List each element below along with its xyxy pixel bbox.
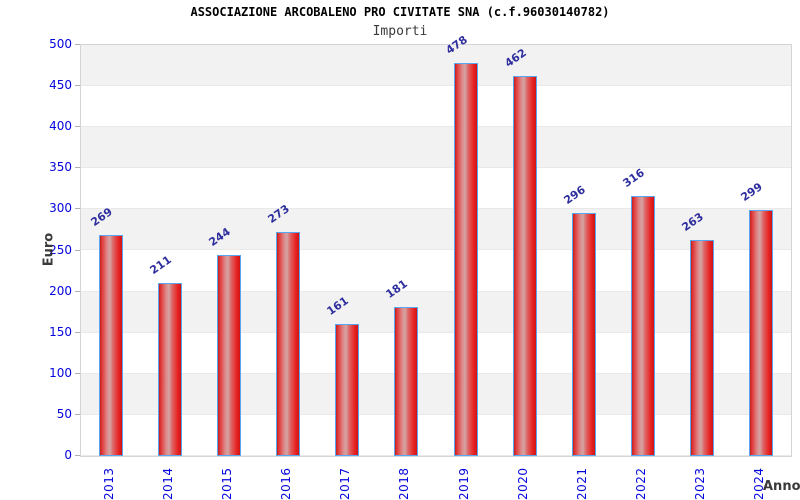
- y-tick-label: 250: [49, 242, 72, 257]
- plot-band: [81, 332, 791, 374]
- y-tick-label: 0: [64, 448, 72, 462]
- y-axis-title: Euro: [41, 232, 57, 267]
- bar: [394, 307, 419, 456]
- y-tick-label: 400: [49, 119, 72, 134]
- x-tick-label: 2019: [456, 467, 471, 500]
- y-tick-mark: [75, 85, 80, 87]
- x-tick-label: 2021: [574, 467, 589, 500]
- bar: [276, 231, 301, 456]
- bar: [512, 76, 537, 456]
- x-tick-label: 2020: [515, 467, 530, 500]
- x-tick-label: 2017: [338, 467, 353, 500]
- y-tick-label: 200: [49, 283, 72, 298]
- bar: [453, 63, 478, 456]
- plot-band: [81, 86, 791, 128]
- y-tick-label: 100: [49, 365, 72, 380]
- y-tick-mark: [75, 372, 80, 374]
- bar: [157, 282, 182, 456]
- plot-band: [81, 45, 791, 87]
- bar: [749, 210, 774, 456]
- x-tick-label: 2013: [101, 467, 116, 500]
- bar: [335, 323, 360, 456]
- bar: [98, 234, 123, 456]
- x-tick-label: 2014: [160, 467, 175, 500]
- plot-band: [81, 168, 791, 210]
- plot-band: [81, 209, 791, 251]
- plot-band: [81, 291, 791, 333]
- x-tick-label: 2023: [693, 467, 708, 500]
- y-tick-mark: [75, 167, 80, 169]
- y-tick-mark: [75, 126, 80, 128]
- y-tick-mark: [75, 413, 80, 415]
- y-tick-mark: [75, 331, 80, 333]
- y-tick-label: 300: [49, 201, 72, 216]
- plot-band: [81, 250, 791, 292]
- y-tick-label: 450: [49, 78, 72, 93]
- y-tick-mark: [75, 290, 80, 292]
- y-tick-mark: [75, 208, 80, 210]
- plot-area: [80, 44, 792, 457]
- bar: [571, 212, 596, 456]
- bar: [216, 255, 241, 456]
- chart-subtitle: Importi: [372, 24, 428, 39]
- bar: [690, 239, 715, 456]
- x-tick-label: 2022: [634, 467, 649, 500]
- y-tick-mark: [75, 455, 80, 456]
- y-tick-label: 350: [49, 160, 72, 175]
- y-tick-label: 150: [49, 324, 72, 339]
- x-tick-label: 2018: [397, 467, 412, 500]
- chart-title: ASSOCIAZIONE ARCOBALENO PRO CIVITATE SNA…: [190, 5, 610, 19]
- x-tick-label: 2016: [279, 467, 294, 500]
- y-tick-label: 500: [49, 37, 72, 51]
- y-tick-mark: [75, 44, 80, 45]
- plot-band: [81, 414, 791, 456]
- bar: [631, 196, 656, 456]
- y-tick-mark: [75, 249, 80, 251]
- plot-band: [81, 127, 791, 169]
- y-tick-label: 50: [56, 406, 72, 421]
- x-tick-label: 2015: [219, 467, 234, 500]
- plot-band: [81, 373, 791, 415]
- x-axis-title: Anno: [763, 479, 800, 494]
